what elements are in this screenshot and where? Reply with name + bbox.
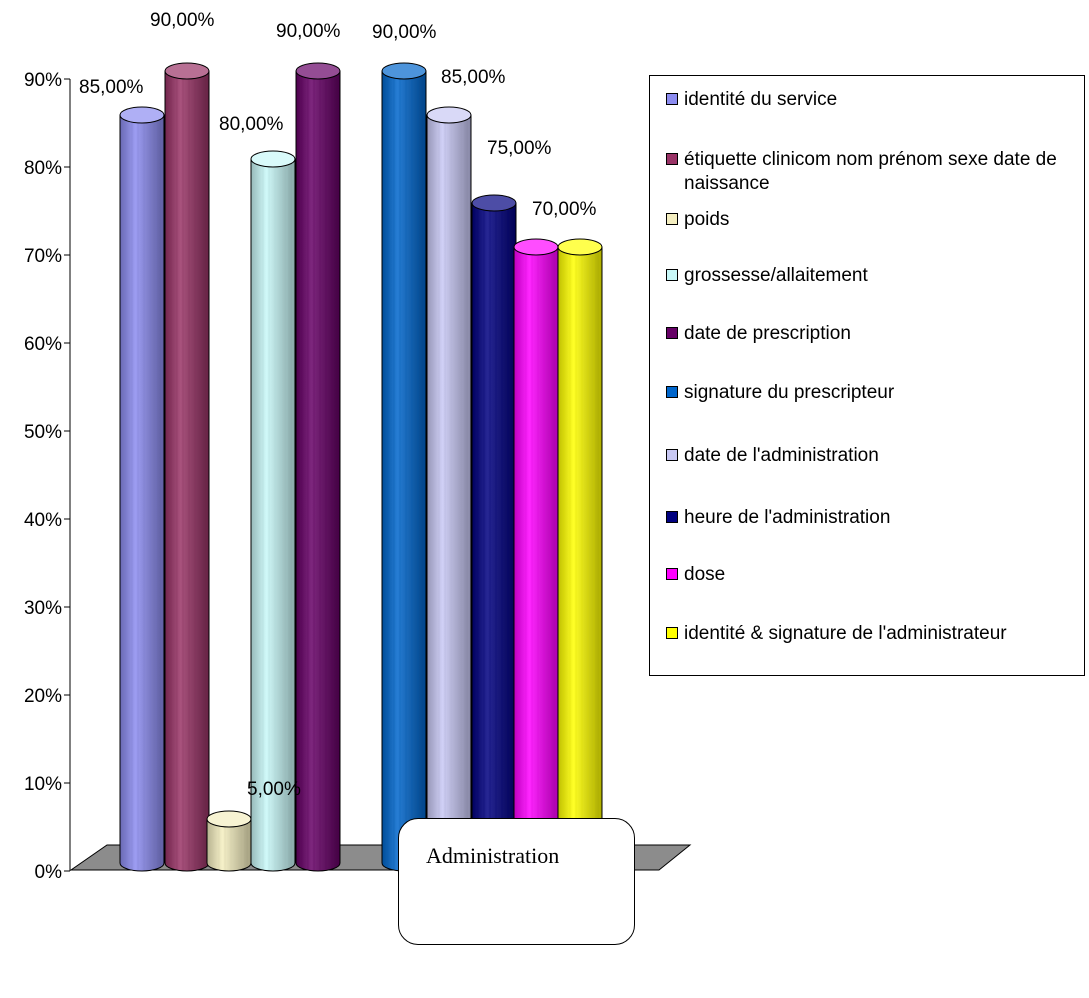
legend-swatch — [666, 93, 678, 105]
bar-9 — [513, 238, 559, 872]
legend-label: étiquette clinicom nom prénom sexe date … — [684, 149, 1057, 194]
bar-body — [164, 70, 210, 872]
legend-item: signature du prescripteur — [666, 381, 1076, 405]
category-label: Administration — [426, 843, 560, 868]
bar-top — [164, 62, 210, 80]
legend-item: grossesse/allaitement — [666, 264, 1076, 288]
y-tick-label: 90% — [24, 70, 62, 91]
bar-body — [513, 246, 559, 872]
legend-label: date de prescription — [684, 323, 851, 344]
data-label: 5,00% — [247, 779, 301, 800]
bar-10 — [557, 238, 603, 872]
bar-5 — [295, 62, 341, 872]
bar-top — [426, 106, 472, 124]
y-tick-label: 10% — [24, 774, 62, 795]
bar-body — [250, 158, 296, 872]
y-tick-label: 60% — [24, 334, 62, 355]
data-label: 85,00% — [79, 77, 144, 98]
bar-1 — [119, 106, 165, 872]
legend-swatch — [666, 627, 678, 639]
legend-item: identité & signature de l'administrateur — [666, 622, 1076, 646]
bar-top — [513, 238, 559, 256]
y-tick-label: 80% — [24, 158, 62, 179]
data-label: 80,00% — [219, 114, 284, 135]
legend-label: date de l'administration — [684, 445, 879, 466]
bar-6 — [381, 62, 427, 872]
bar-3 — [206, 810, 252, 872]
legend-swatch — [666, 269, 678, 281]
bar-top — [295, 62, 341, 80]
legend-swatch — [666, 213, 678, 225]
bar-4 — [250, 150, 296, 872]
legend-item: étiquette clinicom nom prénom sexe date … — [666, 148, 1076, 196]
data-label: 90,00% — [150, 10, 215, 31]
legend-item: date de prescription — [666, 322, 1076, 346]
bar-8 — [471, 194, 517, 872]
bar-body — [471, 202, 517, 872]
legend-swatch — [666, 568, 678, 580]
data-label: 85,00% — [441, 67, 506, 88]
legend-label: poids — [684, 209, 730, 230]
legend: identité du service étiquette clinicom no… — [649, 75, 1085, 676]
bar-top — [557, 238, 603, 256]
bar-body — [119, 114, 165, 872]
data-label: 90,00% — [276, 21, 341, 42]
y-tick-label: 30% — [24, 598, 62, 619]
legend-swatch — [666, 153, 678, 165]
data-label: 70,00% — [532, 199, 597, 220]
legend-item: heure de l'administration — [666, 506, 1076, 530]
legend-item: poids — [666, 208, 1076, 232]
bar-top — [381, 62, 427, 80]
legend-swatch — [666, 449, 678, 461]
bar-body — [426, 114, 472, 872]
y-tick-label: 0% — [35, 862, 63, 883]
legend-label: dose — [684, 564, 726, 585]
legend-swatch — [666, 386, 678, 398]
bar-top — [471, 194, 517, 212]
bar-top — [250, 150, 296, 168]
legend-label: identité & signature de l'administrateur — [684, 623, 1007, 644]
bar-2 — [164, 62, 210, 872]
legend-label: grossesse/allaitement — [684, 265, 868, 286]
y-tick-label: 40% — [24, 510, 62, 531]
legend-item: date de l'administration — [666, 444, 1076, 468]
y-tick-label: 50% — [24, 422, 62, 443]
bar-body — [381, 70, 427, 872]
y-tick-label: 70% — [24, 246, 62, 267]
legend-swatch — [666, 511, 678, 523]
bar-top — [119, 106, 165, 124]
legend-item: identité du service — [666, 88, 1076, 112]
category-label-box: Administration — [398, 818, 635, 945]
bar-body — [557, 246, 603, 872]
legend-swatch — [666, 327, 678, 339]
legend-label: heure de l'administration — [684, 507, 891, 528]
legend-label: identité du service — [684, 89, 838, 110]
data-label: 75,00% — [487, 138, 552, 159]
bar-top — [206, 810, 252, 828]
bar-7 — [426, 106, 472, 872]
bar-body — [295, 70, 341, 872]
y-tick-label: 20% — [24, 686, 62, 707]
data-label: 90,00% — [372, 22, 437, 43]
legend-label: signature du prescripteur — [684, 382, 895, 403]
legend-item: dose — [666, 563, 1076, 587]
